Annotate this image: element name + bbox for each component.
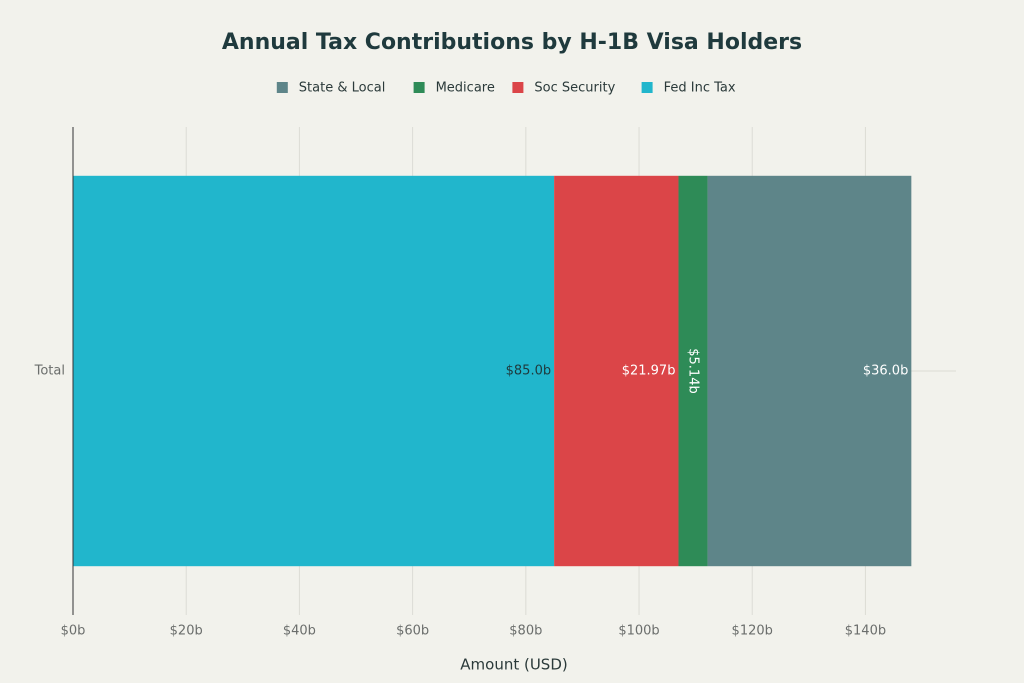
data-label: $5.14b [686, 348, 701, 393]
y-tick-label: Total [34, 364, 65, 379]
bar-segment [554, 175, 679, 567]
bar-segment [707, 175, 912, 567]
x-axis-title: Amount (USD) [460, 656, 567, 674]
x-tick-label: $20b [170, 624, 203, 639]
chart-title: Annual Tax Contributions by H-1B Visa Ho… [222, 30, 802, 55]
x-tick-label: $100b [618, 624, 659, 639]
x-tick-label: $60b [396, 624, 429, 639]
x-tick-label: $40b [283, 624, 316, 639]
x-tick-label: $0b [61, 624, 86, 639]
data-label: $21.97b [622, 364, 676, 379]
labels: $0b $20b $40b $60b $80b $100b $120b $140b Total $… [34, 81, 909, 639]
data-label: $36.0b [863, 364, 908, 379]
data-label: $85.0b [506, 364, 551, 379]
bar-segment [678, 175, 708, 567]
legend-label: Fed Inc Tax [664, 81, 736, 96]
legend-label: State & Local [299, 81, 386, 96]
x-tick-label: $120b [732, 624, 773, 639]
bars [73, 175, 912, 567]
legend-label: Medicare [436, 81, 495, 96]
legend-label: Soc Security [534, 81, 615, 96]
legend-swatch [512, 82, 524, 93]
legend-swatch [413, 82, 425, 93]
legend-swatch [641, 82, 653, 93]
legend-swatch [276, 82, 288, 93]
x-tick-label: $80b [509, 624, 542, 639]
bar-segment [73, 175, 555, 567]
x-tick-label: $140b [845, 624, 886, 639]
